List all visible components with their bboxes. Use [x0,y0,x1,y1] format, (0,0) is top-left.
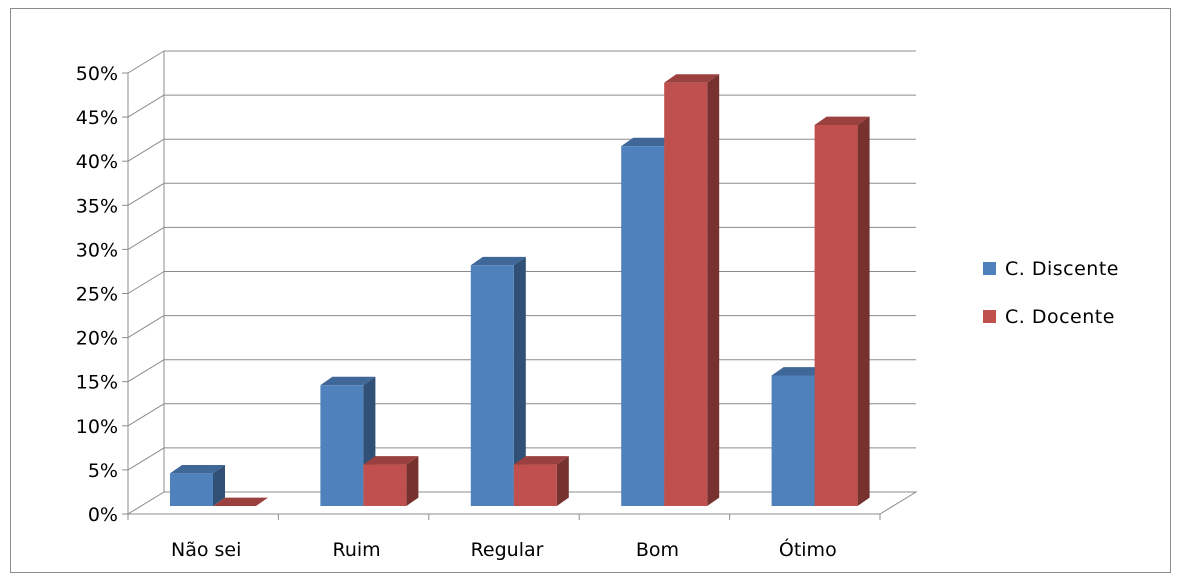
gridline-side [127,226,165,250]
x-category-label: Bom [636,539,679,561]
gridline-side [127,447,165,471]
legend-label: C. Discente [1005,258,1119,280]
bar-docente [814,116,870,507]
y-tick-label: 35% [76,195,118,217]
y-tick-label: 5% [88,460,118,482]
y-tick-label: 30% [76,239,118,261]
x-category-label: Ruim [333,539,381,561]
x-axis-labels: Não sei Ruim Regular Bom Ótimo [127,514,881,561]
bar-discente [170,464,225,506]
legend: C. Discente C. Docente [983,258,1119,328]
x-category-label: Regular [471,539,544,561]
bar-docente [664,74,720,507]
gridline-side [127,138,165,162]
legend-item: C. Discente [983,258,1119,280]
y-tick-label: 15% [76,372,118,394]
y-tick-label: 25% [76,284,118,306]
y-tick-label: 45% [76,107,118,129]
y-tick-label: 50% [76,63,118,85]
chart-floor [126,491,918,515]
legend-item: C. Docente [983,306,1115,328]
gridline-side [127,50,165,74]
bars [170,74,870,507]
gridline-side [127,359,165,383]
legend-swatch [983,310,996,323]
y-tick-label: 0% [88,504,118,526]
gridline-side [127,182,165,206]
y-axis-ticks: 0% 5% 10% 15% 20% 25% 30% 35% 40% 45% 50% [76,63,128,526]
y-tick-label: 20% [76,328,118,350]
gridline-side [127,403,165,427]
legend-label: C. Docente [1005,306,1115,328]
bar-discente [470,256,526,506]
bar-docente [363,456,419,506]
x-category-label: Ótimo [779,537,837,561]
y-tick-label: 10% [76,416,118,438]
gridline-side [127,94,165,118]
bar-docente [513,456,569,506]
bar-docente [213,497,268,506]
x-category-label: Não sei [171,539,241,561]
legend-swatch [983,262,996,275]
gridline-side [127,315,165,339]
y-tick-label: 40% [76,151,118,173]
gridline-side [127,271,165,294]
